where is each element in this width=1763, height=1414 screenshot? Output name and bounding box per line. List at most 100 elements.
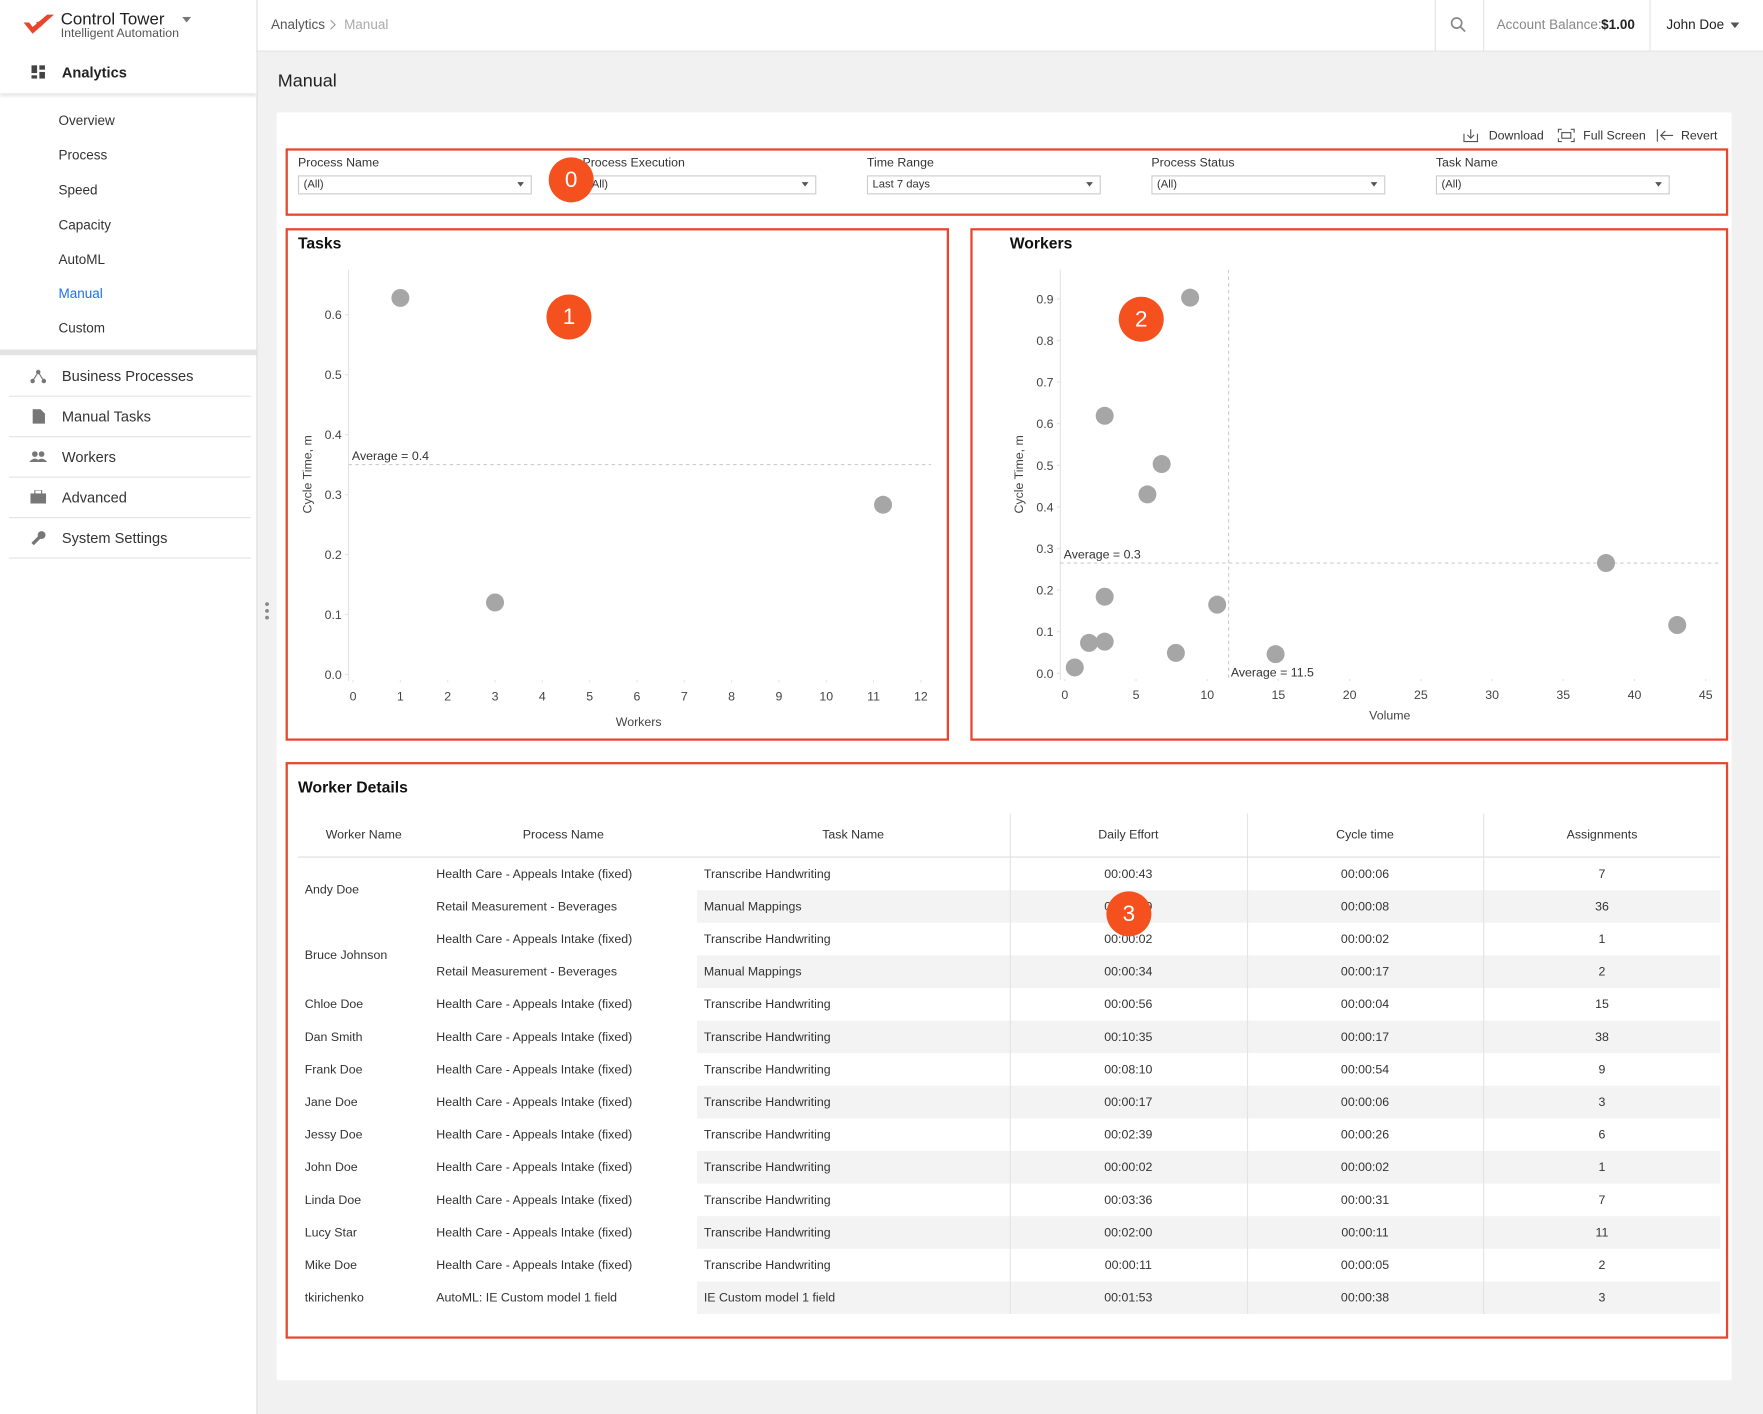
nav-sub-item[interactable]: Custom [58,320,105,337]
nav-item[interactable]: System Settings [61,529,168,547]
top-bar: Analytics Manual Account Balance: $1.00 … [257,0,1763,52]
table-cell: 00:10:35 [1009,1020,1247,1054]
nav-sub-item[interactable]: Capacity [58,216,111,233]
nav-icon [31,531,46,546]
worker-name: tkirichenko [304,1290,364,1305]
table-cell: 00:00:34 [1009,955,1247,988]
table-cell: Health Care - Appeals Intake (fixed) [436,1160,633,1175]
table-row: Linda Doe Health Care - Appeals Intake (f… [298,1183,1721,1217]
table-cell: 3 [1482,1281,1721,1314]
filter-select[interactable]: (All) [1435,175,1670,195]
table-cell: Health Care - Appeals Intake (fixed) [436,1258,633,1272]
table-row: Mike Doe Health Care - Appeals Intake (fi… [298,1248,1721,1282]
filter-select[interactable]: (All) [297,175,532,195]
revert-icon[interactable] [1656,128,1674,143]
table-cell: 3 [1482,1085,1721,1119]
column-header: Process Name [429,813,698,858]
table-cell: Retail Measurement - Beverages [436,964,618,979]
table-cell: Transcribe Handwriting [697,1020,1010,1054]
worker-name: Mike Doe [304,1258,357,1272]
logo [23,14,54,34]
table-cell: 2 [1482,1248,1721,1282]
worker-name: Bruce Johnson [304,948,388,963]
divider [1434,0,1436,51]
table-cell: 00:00:02 [1009,1150,1247,1184]
nav-item[interactable]: Business Processes [61,367,194,385]
worker-name: John Doe [304,1160,358,1175]
nav-sub-item[interactable]: Speed [58,182,98,198]
nav-icon [30,490,47,504]
column-header: Cycle time [1246,813,1484,858]
table-cell: Transcribe Handwriting [697,1216,1010,1249]
table-cell: 1 [1482,922,1721,956]
filter-select[interactable]: (All) [1151,175,1386,195]
nav-item[interactable]: Workers [61,448,116,466]
table-cell: 00:00:02 [1009,922,1247,956]
breadcrumb-item[interactable]: Analytics [270,16,325,33]
table-cell: Health Care - Appeals Intake (fixed) [436,1225,633,1240]
table-cell: Health Care - Appeals Intake (fixed) [436,867,633,881]
separator [0,349,257,356]
app-caret[interactable] [182,16,192,24]
table-cell: 00:00:54 [1246,1053,1484,1086]
table-row: Jessy Doe Health Care - Appeals Intake (f… [298,1118,1721,1151]
table-cell: 00:00:11 [1246,1216,1484,1249]
table-row: Bruce Johnson Health Care - Appeals Intak… [298,922,1721,962]
worker-name: Linda Doe [304,1193,362,1207]
divider [1649,0,1651,51]
nav-item[interactable]: Advanced [61,488,127,506]
table-cell: Manual Mappings [697,955,1010,988]
table-cell: Transcribe Handwriting [703,1062,831,1077]
table-cell: Health Care - Appeals Intake (fixed) [436,997,633,1012]
divider [1483,0,1485,51]
filter-label: Time Range [866,156,934,170]
download-icon[interactable] [1463,128,1479,143]
table-cell: Retail Measurement - Beverages [436,899,618,914]
filter-select[interactable]: Last 7 days [866,175,1101,195]
table-cell: Transcribe Handwriting [703,997,831,1012]
user-menu[interactable]: John Doe [1666,16,1725,33]
nav-sub-item-active[interactable]: Manual [58,285,103,302]
balance-value: $1.00 [1601,16,1635,33]
nav-sub-item[interactable]: Overview [58,112,115,129]
filter-select[interactable]: (All) [582,175,817,195]
table-cell: 00:00:38 [1246,1281,1484,1314]
table-cell: 1 [1482,1150,1721,1184]
table-row: Frank Doe Health Care - Appeals Intake (f… [298,1053,1721,1086]
table-cell: 00:03:09 [1009,890,1247,923]
resize-handle[interactable] [264,601,270,620]
toolbar-button[interactable]: Download [1488,129,1544,143]
table-cell: 00:00:17 [1246,955,1484,988]
toolbar-button[interactable]: Full Screen [1583,129,1646,143]
breadcrumb-item: Manual [344,16,389,33]
table-cell: 00:00:05 [1246,1248,1484,1282]
search-icon[interactable] [1450,17,1466,33]
divider [8,436,251,438]
table-cell: 00:08:10 [1009,1053,1247,1086]
nav-sub-item[interactable]: Process [58,147,108,163]
worker-details-table: Worker Name Process Name Task Name Daily Ef… [297,813,1721,1314]
section-title[interactable]: Analytics [61,64,127,81]
nav-icon [30,369,47,384]
table-cell: 00:00:06 [1246,1085,1484,1119]
table-cell: Transcribe Handwriting [703,932,831,946]
table-cell: Manual Mappings [697,890,1010,923]
table-cell: 11 [1482,1216,1721,1249]
toolbar-button[interactable]: Revert [1680,129,1718,143]
table-cell: 00:02:00 [1009,1216,1247,1249]
worker-name: Lucy Star [304,1225,357,1240]
divider [8,557,251,559]
table-cell: 00:00:02 [1246,922,1484,956]
table-cell: 00:00:02 [1246,1150,1484,1184]
nav-item[interactable]: Manual Tasks [61,408,151,425]
nav-sub-item[interactable]: AutoML [58,251,105,268]
table-cell: Health Care - Appeals Intake (fixed) [436,1127,633,1142]
table-cell: 00:00:06 [1246,857,1484,891]
fullscreen-icon[interactable] [1557,128,1575,143]
table-cell: AutoML: IE Custom model 1 field [436,1290,618,1305]
breadcrumb-sep [330,19,336,30]
user-caret[interactable] [1730,22,1740,29]
workers-chart-box [970,228,1729,741]
divider [8,517,251,519]
